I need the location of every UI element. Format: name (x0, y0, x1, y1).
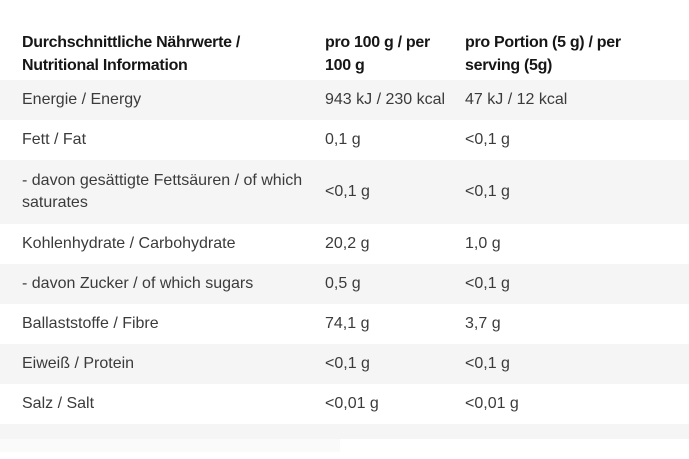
row-value-per-serving: <0,1 g (465, 355, 510, 372)
row-value-per-100g: 0,5 g (325, 275, 361, 292)
table-row-fibre: Ballaststoffe / Fibre 74,1 g 3,7 g (0, 304, 689, 344)
table-header-row: Durchschnittliche Nährwerte / Nutritiona… (0, 31, 689, 80)
row-value-per-100g: <0,1 g (325, 183, 370, 200)
row-label: Kohlenhydrate / Carbohydrate (22, 235, 236, 252)
row-value-per-100g: 943 kJ / 230 kcal (325, 91, 446, 108)
table-row-fat: Fett / Fat 0,1 g <0,1 g (0, 120, 689, 160)
row-label: Eiweiß / Protein (22, 355, 135, 372)
empty-stripe-row (0, 424, 689, 439)
row-label: - davon gesättigte Fettsäuren / of which… (22, 172, 303, 211)
table-row-carbohydrate: Kohlenhydrate / Carbohydrate 20,2 g 1,0 … (0, 224, 689, 264)
table-row-protein: Eiweiß / Protein <0,1 g <0,1 g (0, 344, 689, 384)
row-value-per-serving: <0,1 g (465, 183, 510, 200)
header-col-per-100g: pro 100 g / per 100 g (325, 34, 430, 74)
row-value-per-100g: <0,1 g (325, 355, 370, 372)
table-row-energy: Energie / Energy 943 kJ / 230 kcal 47 kJ… (0, 80, 689, 120)
row-value-per-100g: 20,2 g (325, 235, 370, 252)
row-value-per-serving: <0,1 g (465, 275, 510, 292)
row-label: Ballaststoffe / Fibre (22, 315, 159, 332)
table-row-salt: Salz / Salt <0,01 g <0,01 g (0, 384, 689, 424)
row-label: Salz / Salt (22, 395, 95, 412)
row-label: - davon Zucker / of which sugars (22, 275, 254, 292)
row-value-per-serving: 1,0 g (465, 235, 501, 252)
table-row-saturates: - davon gesättigte Fettsäuren / of which… (0, 160, 689, 224)
row-value-per-100g: 74,1 g (325, 315, 370, 332)
row-label: Fett / Fat (22, 131, 87, 148)
row-value-per-serving: 3,7 g (465, 315, 501, 332)
faint-footer-block (0, 439, 340, 452)
row-value-per-serving: <0,01 g (465, 395, 519, 412)
table-row-sugars: - davon Zucker / of which sugars 0,5 g <… (0, 264, 689, 304)
header-col-per-serving: pro Portion (5 g) / per serving (5g) (465, 34, 621, 74)
top-spacer (0, 0, 689, 31)
row-value-per-serving: <0,1 g (465, 131, 510, 148)
row-value-per-100g: <0,01 g (325, 395, 379, 412)
row-label: Energie / Energy (22, 91, 142, 108)
row-value-per-serving: 47 kJ / 12 kcal (465, 91, 568, 108)
header-col-nutrient: Durchschnittliche Nährwerte / Nutritiona… (22, 34, 241, 74)
row-value-per-100g: 0,1 g (325, 131, 361, 148)
